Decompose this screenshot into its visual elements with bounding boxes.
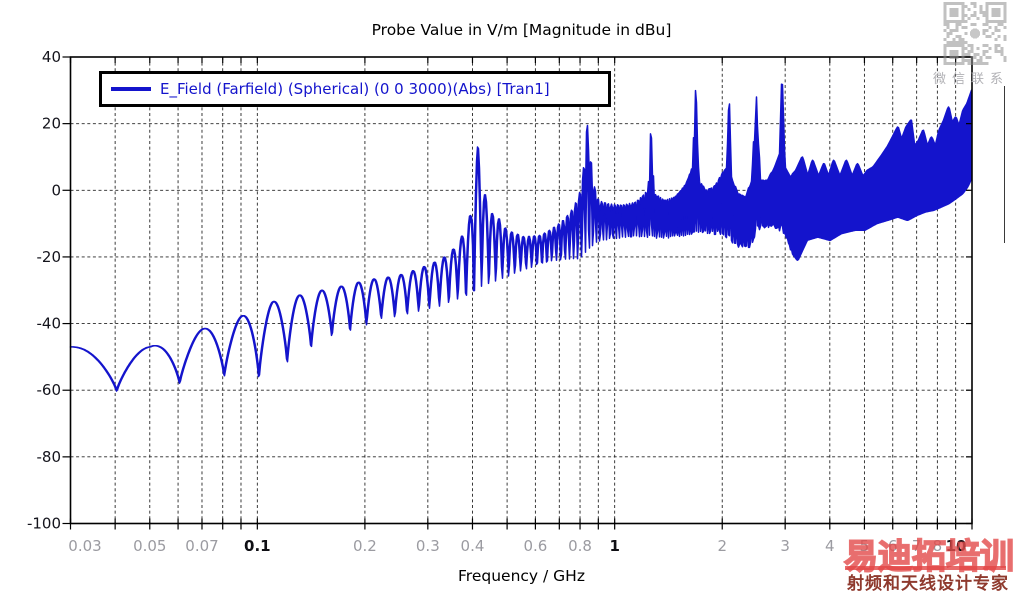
svg-text:20: 20 xyxy=(42,115,61,133)
x-axis-title: Frequency / GHz xyxy=(458,567,585,585)
svg-text:2: 2 xyxy=(717,537,727,555)
svg-text:0: 0 xyxy=(51,181,61,199)
series-label: E_Field (Farfield) (Spherical) (0 0 3000… xyxy=(160,80,550,98)
svg-text:-60: -60 xyxy=(37,381,62,399)
watermark-brand: 易迪拓培训 xyxy=(843,536,1014,578)
svg-text:0.3: 0.3 xyxy=(416,537,440,555)
svg-text:6: 6 xyxy=(888,537,898,555)
artifact-line xyxy=(1004,86,1005,243)
svg-text:-20: -20 xyxy=(37,248,62,266)
svg-text:-80: -80 xyxy=(37,448,62,466)
watermark-tagline: 射频和天线设计专家 xyxy=(847,574,1009,593)
svg-text:0.1: 0.1 xyxy=(244,537,271,555)
svg-text:-40: -40 xyxy=(37,315,62,333)
watermark-underline xyxy=(845,566,1006,570)
svg-text:7: 7 xyxy=(912,537,922,555)
svg-text:5: 5 xyxy=(860,537,870,555)
svg-text:0.6: 0.6 xyxy=(523,537,547,555)
svg-text:1: 1 xyxy=(609,537,619,555)
svg-text:10: 10 xyxy=(946,537,967,555)
svg-text:0.8: 0.8 xyxy=(568,537,592,555)
qr-code-icon xyxy=(943,2,1007,65)
series-line-sample xyxy=(111,87,151,91)
svg-text:3: 3 xyxy=(780,537,790,555)
svg-text:0.05: 0.05 xyxy=(133,537,166,555)
svg-text:0.07: 0.07 xyxy=(185,537,218,555)
svg-text:0.03: 0.03 xyxy=(68,537,101,555)
qr-caption: 微信联系 xyxy=(933,72,1010,87)
svg-text:0.2: 0.2 xyxy=(353,537,377,555)
svg-text:0.4: 0.4 xyxy=(461,537,485,555)
svg-text:8: 8 xyxy=(933,537,943,555)
legend: E_Field (Farfield) (Spherical) (0 0 3000… xyxy=(99,71,611,107)
svg-text:40: 40 xyxy=(42,48,61,66)
svg-text:-100: -100 xyxy=(27,515,61,533)
chart-title: Probe Value in V/m [Magnitude in dBu] xyxy=(371,21,672,39)
svg-text:4: 4 xyxy=(825,537,835,555)
